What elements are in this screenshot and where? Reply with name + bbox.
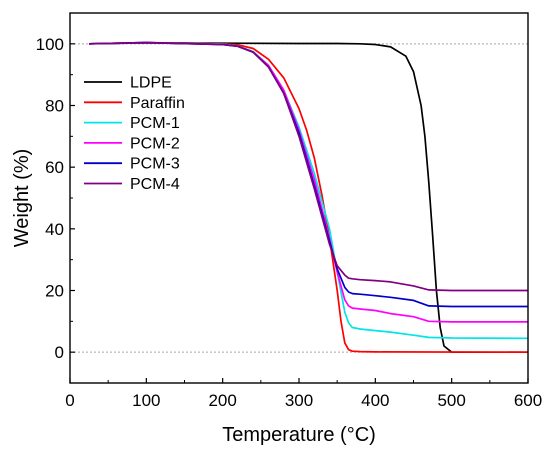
legend-label-pcm-3: PCM-3 <box>130 156 180 173</box>
x-tick-label: 200 <box>208 391 236 410</box>
y-tick-label: 60 <box>45 158 64 177</box>
x-tick-label: 500 <box>437 391 465 410</box>
x-tick-label: 0 <box>65 391 74 410</box>
legend-label-pcm-1: PCM-1 <box>130 115 180 132</box>
x-tick-label: 100 <box>132 391 160 410</box>
legend-label-pcm-4: PCM-4 <box>130 176 180 193</box>
legend-label-pcm-2: PCM-2 <box>130 135 180 152</box>
y-tick-label: 20 <box>45 282 64 301</box>
plot-frame <box>69 12 529 384</box>
legend: LDPE Paraffin PCM-1 PCM-2 PCM-3 PCM-4 <box>84 75 185 193</box>
ticks-layer: 0 100 200 300 400 500 600 0 20 40 60 80 100 <box>36 12 542 410</box>
x-axis-title: Temperature (°C) <box>222 424 376 446</box>
series-line-paraffin <box>89 41 529 354</box>
y-tick-label: 0 <box>55 343 64 362</box>
x-tick-label: 600 <box>514 391 542 410</box>
series-line-ldpe <box>89 42 528 354</box>
series-layer <box>89 41 529 354</box>
x-tick-label: 300 <box>285 391 313 410</box>
y-tick-label: 80 <box>45 97 64 116</box>
y-axis-title: Weight (%) <box>11 149 33 248</box>
legend-label-paraffin: Paraffin <box>130 95 185 112</box>
legend-label-ldpe: LDPE <box>130 75 172 92</box>
series-line-pcm-4 <box>89 41 528 292</box>
x-tick-label: 400 <box>361 391 389 410</box>
y-tick-label: 40 <box>45 220 64 239</box>
y-tick-label: 100 <box>36 35 64 54</box>
